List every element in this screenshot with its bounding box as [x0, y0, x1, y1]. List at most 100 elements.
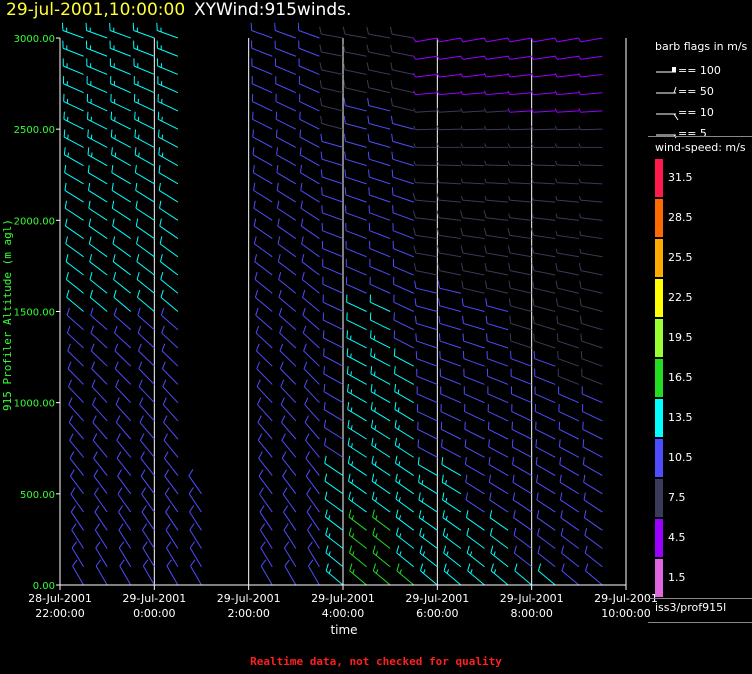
wind-barb: [531, 108, 556, 113]
barb-shaft: [490, 570, 509, 586]
barb-flag: [533, 333, 535, 342]
barb-flag: [413, 227, 417, 236]
barb-flag: [560, 527, 564, 536]
barb-shaft: [465, 481, 485, 495]
wind-barb: [137, 307, 155, 331]
barb-shaft: [509, 92, 532, 96]
wind-barb: [254, 254, 273, 276]
barb-shaft: [368, 105, 391, 112]
barb-shaft: [112, 261, 132, 276]
wind-barb: [323, 419, 344, 440]
barb-shaft: [441, 428, 462, 440]
barb-flag: [367, 151, 370, 160]
barb-shaft: [420, 570, 438, 586]
wind-barb: [583, 510, 603, 531]
barb-shaft: [280, 404, 297, 422]
speed-color-swatch: [655, 199, 663, 237]
barb-legend-flag: [673, 113, 679, 121]
barb-shaft: [88, 207, 108, 221]
barb-shaft: [160, 296, 179, 312]
barb-flag: [531, 263, 535, 271]
wind-barb: [483, 227, 509, 240]
barb-flag: [486, 333, 488, 342]
barb-flag: [303, 379, 308, 387]
barb-shaft: [533, 55, 556, 60]
barb-flag: [302, 289, 306, 298]
barb-flag: [559, 492, 563, 501]
barb-flag: [112, 218, 115, 227]
barb-half-flag: [436, 72, 440, 78]
y-tick-label: 3000.00: [14, 34, 55, 45]
wind-barb: [436, 227, 461, 240]
barb-shaft: [580, 164, 603, 167]
barb-flag: [95, 559, 102, 567]
wind-barb: [70, 505, 84, 531]
barb-flag: [138, 343, 142, 352]
barb-shaft: [580, 73, 603, 78]
barb-flag: [371, 419, 374, 428]
wind-barb: [484, 263, 509, 276]
barb-shaft: [368, 140, 391, 148]
barb-shaft: [305, 440, 320, 458]
barb-shaft: [580, 252, 603, 258]
barb-shaft: [140, 440, 155, 458]
wind-barb: [346, 312, 367, 331]
barb-flag: [346, 366, 349, 374]
wind-barb: [277, 236, 297, 258]
wind-barb: [347, 455, 367, 477]
wind-barb: [252, 165, 273, 185]
barb-shaft: [70, 511, 84, 531]
wind-barb: [257, 397, 273, 422]
legend-separator: [648, 622, 752, 623]
barb-half-flag: [460, 72, 464, 78]
wind-barb: [281, 451, 297, 476]
wind-barb: [437, 178, 461, 185]
barb-half-flag: [397, 425, 400, 430]
barb-flag: [514, 563, 518, 572]
barb-shaft: [161, 350, 179, 367]
wind-barb: [389, 26, 414, 39]
wind-barb: [413, 72, 438, 78]
barb-shaft: [368, 158, 391, 167]
barb-shaft: [580, 287, 603, 294]
barb-shaft: [511, 375, 532, 385]
barb-flag: [412, 210, 416, 218]
barb-flag: [88, 218, 92, 227]
barb-flag: [556, 298, 559, 306]
barb-flag: [536, 510, 540, 518]
barb-half-flag: [436, 55, 440, 60]
wind-barb: [508, 280, 532, 294]
barb-flag: [462, 333, 465, 342]
wind-barb: [90, 307, 108, 331]
x-tick-label: 10:00:00: [601, 607, 650, 620]
barb-flag: [390, 98, 393, 106]
barb-flag: [189, 505, 195, 513]
barb-half-flag: [436, 90, 440, 95]
wind-barb: [367, 151, 391, 167]
wind-barb: [298, 40, 320, 57]
barb-shaft: [301, 279, 320, 294]
barb-flag: [256, 379, 261, 387]
barb-shaft: [189, 511, 202, 531]
barb-flag: [561, 563, 565, 572]
barb-shaft: [463, 305, 485, 312]
wind-barb: [412, 210, 438, 221]
barb-flag: [488, 474, 491, 483]
wind-barb: [115, 379, 132, 404]
barb-half-flag: [483, 37, 487, 43]
barb-shaft: [392, 51, 414, 57]
barb-half-flag: [352, 551, 355, 556]
wind-barb: [142, 541, 155, 568]
wind-barb: [134, 165, 155, 185]
barb-half-flag: [328, 569, 332, 574]
wind-barb: [436, 192, 461, 203]
barb-flag: [366, 26, 369, 35]
barb-shaft: [89, 243, 108, 258]
barb-flag: [395, 491, 399, 500]
barb-flag: [160, 289, 164, 298]
wind-barb: [61, 22, 84, 39]
barb-shaft: [415, 55, 438, 60]
barb-flag: [390, 44, 393, 53]
barb-shaft: [345, 105, 367, 112]
wind-barb: [346, 348, 367, 367]
